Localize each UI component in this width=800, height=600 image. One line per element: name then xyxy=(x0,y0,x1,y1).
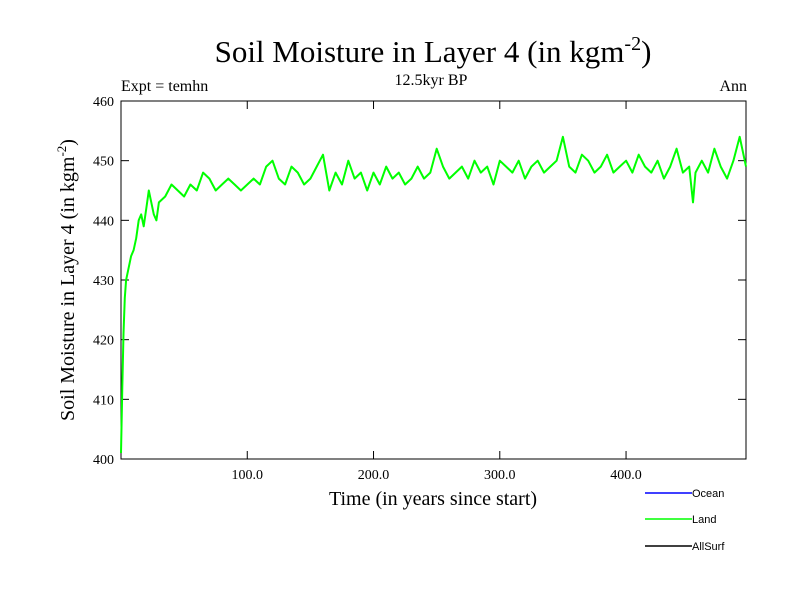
x-tick-label: 200.0 xyxy=(358,468,390,483)
y-tick-label: 420 xyxy=(93,334,114,349)
y-axis: 400 410 420 430 440 450 460 xyxy=(93,95,746,468)
legend-label-ocean: Ocean xyxy=(692,488,724,500)
y-tick-label: 410 xyxy=(93,393,114,408)
expt-label: Expt = temhn xyxy=(121,78,208,95)
legend: Ocean Land AllSurf xyxy=(645,488,725,553)
y-tick-label: 400 xyxy=(93,453,114,468)
y-axis-label: Soil Moisture in Layer 4 (in kgm-2) xyxy=(54,139,79,421)
chart-title: Soil Moisture in Layer 4 (in kgm-2) xyxy=(215,33,652,69)
plot-frame xyxy=(120,100,747,460)
series-line-land xyxy=(120,135,747,454)
y-tick-label: 450 xyxy=(93,155,114,170)
legend-label-land: Land xyxy=(692,514,716,526)
y-tick-label: 460 xyxy=(93,95,114,110)
x-tick-label: 100.0 xyxy=(232,468,264,483)
x-tick-label: 400.0 xyxy=(610,468,642,483)
x-axis-label: Time (in years since start) xyxy=(329,488,537,510)
y-tick-label: 430 xyxy=(93,274,114,289)
plot-area xyxy=(120,135,747,454)
period-label: Ann xyxy=(719,78,747,95)
x-axis: 100.0 200.0 300.0 400.0 xyxy=(232,101,642,483)
y-tick-label: 440 xyxy=(93,214,114,229)
chart-subtitle: 12.5kyr BP xyxy=(395,72,468,89)
x-tick-label: 300.0 xyxy=(484,468,516,483)
legend-label-allsurf: AllSurf xyxy=(692,541,725,553)
